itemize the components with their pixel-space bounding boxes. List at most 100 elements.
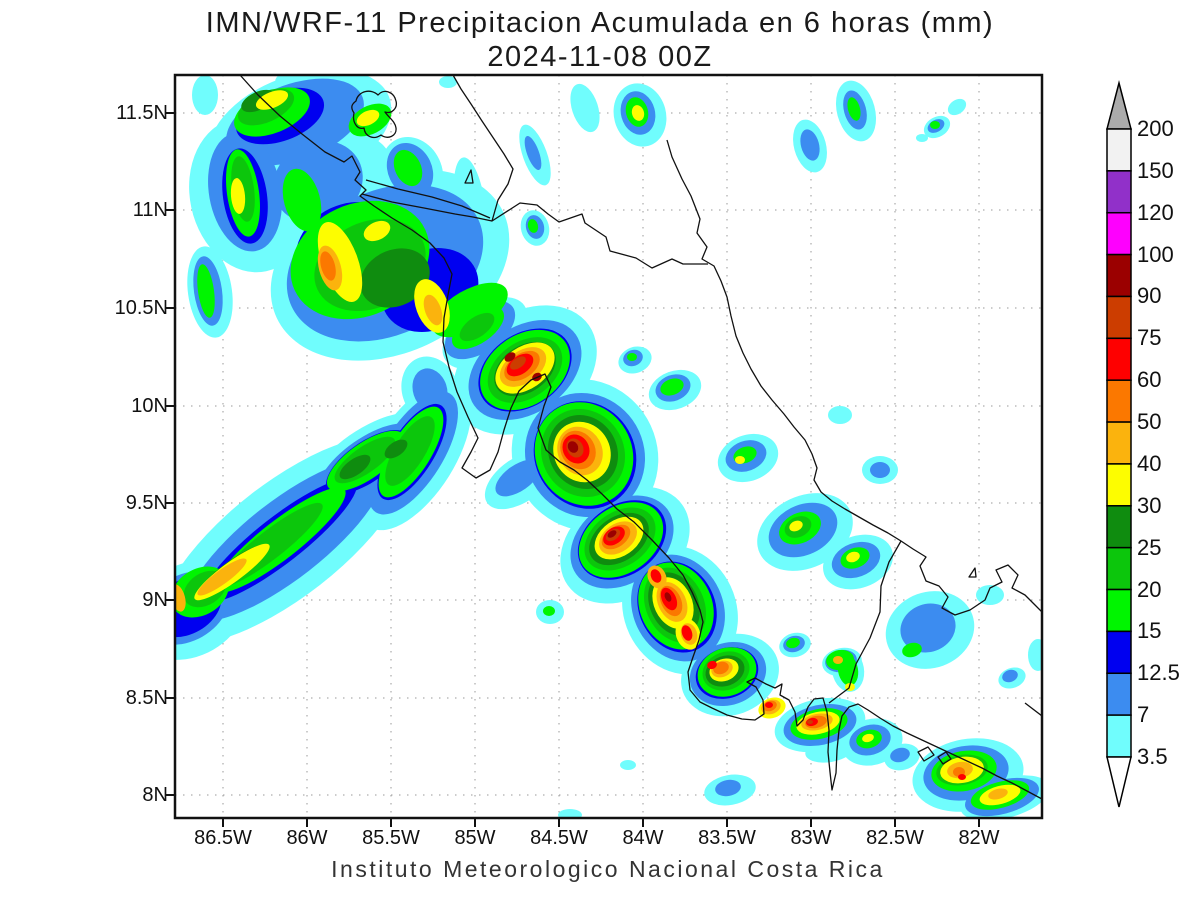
precip-blob (558, 809, 582, 818)
precip-blob (900, 603, 956, 653)
colorbar-label: 30 (1137, 492, 1162, 518)
x-tick-label: 83W (790, 827, 832, 849)
coastline-path (365, 179, 491, 219)
footer-attribution: Instituto Meteorologico Nacional Costa R… (331, 856, 885, 882)
precip-blob (828, 406, 852, 424)
precip-blob (958, 774, 966, 780)
precip-blob (627, 353, 637, 361)
precip-blob (356, 109, 380, 127)
precip-blob (197, 558, 247, 596)
precip-blob (527, 219, 539, 233)
precip-blob (930, 121, 940, 129)
chart-title-block: IMN/WRF-11 Precipitacion Acumulada en 6 … (0, 6, 1200, 74)
colorbar-label: 25 (1137, 534, 1162, 560)
y-tick-label: 9.5N (125, 492, 168, 514)
chart-title: IMN/WRF-11 Precipitacion Acumulada en 6 … (205, 7, 995, 39)
x-tick-label: 85.5W (362, 827, 420, 849)
coastline-path (917, 746, 935, 762)
coastline-path (239, 75, 1042, 800)
y-tick-label: 10N (131, 395, 168, 417)
precip-blob (947, 98, 967, 116)
precip-blob (282, 168, 322, 232)
colorbar-cell (1106, 337, 1132, 381)
precip-blob (833, 656, 843, 664)
colorbar-cell (1106, 379, 1132, 423)
colorbar-cell (1106, 463, 1132, 507)
coastline-path (937, 751, 952, 765)
y-tick-label: 11N (132, 199, 168, 221)
precip-blob (846, 551, 860, 563)
colorbar-cell (1106, 588, 1132, 633)
y-tick-label: 8.5N (125, 687, 168, 709)
colorbar-cell (1106, 505, 1132, 549)
colorbar-label: 75 (1137, 325, 1162, 351)
colorbar-cell (1106, 421, 1132, 465)
precip-blob (230, 178, 246, 214)
precip-blob (317, 222, 363, 302)
precip-blob (570, 83, 600, 133)
precip-blob (620, 760, 636, 770)
colorbar-label: 40 (1137, 450, 1162, 476)
precip-blob (192, 75, 218, 115)
coastline-path (1024, 702, 1042, 717)
precip-blob (339, 454, 371, 480)
precip-blob (385, 416, 435, 486)
colorbar-label: 90 (1137, 283, 1162, 309)
precip-blob (607, 530, 617, 538)
map-frame (173, 73, 1044, 820)
precip-blob (412, 368, 448, 412)
precip-blob (631, 105, 645, 121)
x-tick-label: 85W (454, 827, 496, 849)
precip-blob (765, 702, 773, 708)
precip-blob (735, 456, 745, 464)
coastline-path (968, 567, 977, 578)
colorbar-label: 12.5 (1137, 660, 1180, 686)
coastline-path (666, 139, 1042, 616)
colorbar-label: 3.5 (1137, 744, 1168, 769)
y-tick-label: 8N (142, 784, 168, 806)
y-tick-label: 9N (142, 589, 168, 611)
precip-blob (1028, 639, 1042, 671)
precip-blob (916, 134, 928, 142)
colorbar-label: 120 (1137, 199, 1174, 225)
precipitation-field (175, 75, 1042, 818)
colorbar-cell (1106, 672, 1132, 716)
precip-blob (543, 606, 555, 616)
colorbar-cell (1106, 630, 1132, 675)
x-tick-label: 84W (622, 827, 664, 849)
colorbar-label: 50 (1137, 409, 1162, 435)
precip-blob (713, 661, 729, 675)
precip-blob (837, 654, 859, 686)
colorbar-label: 15 (1137, 618, 1162, 644)
precip-blob (384, 439, 408, 459)
precip-blob (175, 584, 186, 612)
precip-blob (664, 592, 672, 602)
precip-blob (715, 779, 741, 797)
precip-blob (807, 720, 813, 724)
precip-blob (800, 129, 820, 161)
colorbar-under-arrow (1106, 756, 1132, 808)
precip-blob (432, 282, 508, 338)
coastline-layer (239, 75, 1042, 800)
colorbar-label: 7 (1137, 702, 1150, 728)
precip-blob (870, 462, 890, 478)
colorbar-label: 200 (1137, 116, 1174, 141)
precip-blob (423, 294, 443, 326)
precip-blob (1002, 669, 1018, 683)
colorbar-cell (1106, 546, 1132, 591)
precip-blob (660, 378, 684, 396)
axis-ticks (166, 112, 980, 827)
precip-blob (988, 788, 1008, 800)
colorbar-cell (1106, 253, 1132, 298)
colorbar-label: 60 (1137, 367, 1162, 393)
x-tick-label: 82.5W (866, 827, 924, 849)
colorbar-cell (1106, 211, 1132, 256)
coastline-path (351, 90, 397, 139)
precip-blob (510, 356, 526, 370)
coastline-path (464, 169, 474, 184)
coastline-path (828, 540, 902, 704)
colorbar-over-arrow (1106, 80, 1132, 130)
precip-blob (976, 585, 1004, 605)
y-tick-label: 10.5N (114, 297, 168, 319)
